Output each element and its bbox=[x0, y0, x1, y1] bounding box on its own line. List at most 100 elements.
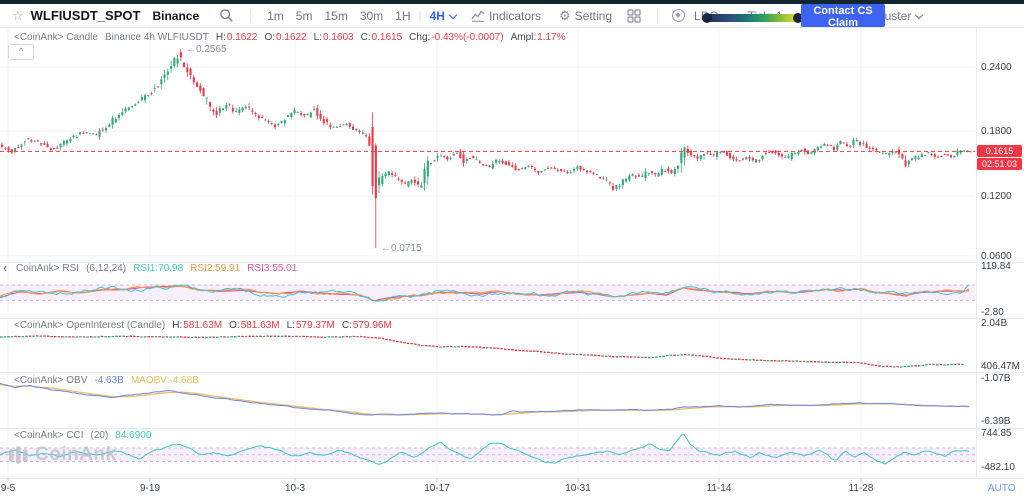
price-annotation: ←0.0715 bbox=[381, 243, 422, 254]
legend-segment: CoinAnk> RSI bbox=[16, 263, 80, 274]
legend-segment: O: bbox=[264, 32, 276, 43]
cci-band bbox=[0, 447, 975, 462]
time-tick-label: 11-14 bbox=[706, 483, 732, 494]
legend-segment: L: bbox=[313, 32, 322, 43]
indicators-label: Indicators bbox=[488, 8, 541, 23]
time-tick-label: 10-17 bbox=[424, 483, 450, 494]
rsi-collapse-chevron[interactable]: ‹ bbox=[3, 260, 8, 275]
timeframe-divider: | bbox=[418, 8, 422, 23]
watermark-text: CoinAnk bbox=[35, 444, 117, 465]
coinank-watermark: CoinAnk bbox=[8, 444, 117, 466]
heatmap-gradient-slider[interactable] bbox=[702, 13, 803, 23]
cci-legend: <CoinAnk> CCI (20) 84.6900 bbox=[14, 430, 158, 441]
axis-tick-label: 0.1800 bbox=[981, 126, 1012, 137]
coinank-logo-icon bbox=[9, 446, 28, 464]
legend-segment: H: bbox=[215, 32, 226, 43]
axis-tick-label: 0.2400 bbox=[981, 62, 1012, 73]
axis-tick-label: 119.84 bbox=[981, 261, 1011, 272]
grid-lines bbox=[0, 28, 1024, 482]
axis-tick-label: -6.39B bbox=[981, 416, 1011, 427]
legend-segment: Binance 4h WLFIUSDT bbox=[104, 32, 209, 43]
timeframe-4H-active[interactable]: 4H bbox=[430, 9, 458, 23]
legend-segment: 0.1615 bbox=[371, 32, 403, 43]
legend-segment: -4.63B bbox=[94, 375, 124, 386]
legend-segment: O: bbox=[229, 320, 240, 331]
legend-segment: <CoinAnk> CCI bbox=[14, 430, 84, 441]
axis-tick-label: -482.10 bbox=[981, 462, 1015, 473]
legend-segment: 0.1622 bbox=[276, 32, 307, 43]
ldo-coin-icon bbox=[672, 9, 686, 22]
legend-segment: (20) bbox=[90, 430, 109, 441]
timeframe-30m[interactable]: 30m bbox=[359, 8, 384, 23]
rsi-legend: CoinAnk> RSI (6,12,24) RSI1:70.98 RSI2:59.9… bbox=[16, 263, 304, 274]
contact-cs-button[interactable]: Contact CS Claim bbox=[801, 4, 885, 29]
gear-icon: ⚙ bbox=[559, 7, 571, 23]
openinterest-series bbox=[0, 335, 964, 368]
legend-segment: Chg: bbox=[409, 32, 431, 43]
timeframe-1H[interactable]: 1H bbox=[395, 8, 411, 23]
candle-countdown-badge: 02:51:03 bbox=[977, 158, 1022, 170]
time-tick-label: 9-5 bbox=[0, 483, 16, 494]
axis-tick-label: -2.80 bbox=[981, 307, 1004, 318]
collapse-pane-button[interactable]: ^ bbox=[8, 44, 34, 60]
axis-tick-label: -1.07B bbox=[981, 373, 1011, 384]
legend-segment: <CoinAnk> OpenInterest (Candle) bbox=[14, 320, 166, 331]
axis-tick-label: 744.85 bbox=[981, 428, 1012, 439]
legend-segment: 0.1603 bbox=[322, 32, 354, 43]
legend-segment: 579.96M bbox=[352, 320, 392, 331]
timeframe-15m[interactable]: 15m bbox=[324, 8, 348, 23]
openinterest-legend: <CoinAnk> OpenInterest (Candle) H:581.63M… bbox=[14, 320, 399, 331]
legend-segment: H: bbox=[172, 320, 183, 331]
exchange-name[interactable]: Binance bbox=[152, 8, 200, 23]
auto-scale-label[interactable]: AUTO bbox=[988, 483, 1016, 494]
legend-segment: Ampl: bbox=[510, 32, 537, 43]
axis-tick-label: 0.1200 bbox=[981, 191, 1012, 202]
setting-button[interactable]: ⚙ Setting bbox=[559, 8, 612, 24]
toolbar-divider bbox=[250, 8, 252, 23]
legend-segment: C: bbox=[360, 32, 371, 43]
toolbar: ☆ WLFIUSDT_SPOT Binance 1m 5m 15m 30m 1H | 4H … bbox=[0, 4, 1024, 29]
cci-line bbox=[0, 433, 970, 465]
legend-segment: 581.63M bbox=[240, 320, 280, 331]
legend-segment: 84.6900 bbox=[115, 430, 152, 441]
search-icon[interactable] bbox=[219, 8, 234, 23]
last-price-badge: 0.1615 bbox=[977, 145, 1022, 157]
axis-tick-label: 406.47M bbox=[981, 361, 1020, 372]
rsi-lines bbox=[0, 284, 970, 302]
price-candles bbox=[1, 49, 972, 249]
legend-segment: RSI3:55.01 bbox=[247, 263, 298, 274]
indicators-button[interactable]: Indicators bbox=[471, 9, 541, 23]
obv-lines bbox=[0, 382, 970, 416]
time-tick-label: 11-28 bbox=[848, 483, 874, 494]
symbol-name[interactable]: WLFIUSDT_SPOT bbox=[30, 8, 141, 23]
toolbar-divider bbox=[657, 8, 659, 23]
gradient-slider-handle-right[interactable] bbox=[793, 13, 803, 23]
timeframe-5m[interactable]: 5m bbox=[295, 8, 313, 23]
legend-segment: 1.17% bbox=[537, 32, 566, 43]
timeframe-1m[interactable]: 1m bbox=[267, 8, 284, 23]
indicators-icon bbox=[471, 10, 485, 22]
top-strip bbox=[0, 0, 1024, 4]
legend-segment: 0.1622 bbox=[226, 32, 258, 43]
time-tick-label: 10-31 bbox=[565, 483, 591, 494]
legend-segment: L: bbox=[286, 320, 295, 331]
price-legend: <CoinAnk> Candle Binance 4h WLFIUSDT H:0.1… bbox=[14, 32, 572, 43]
timeframe-group: 1m 5m 15m 30m 1H | 4H bbox=[261, 9, 462, 23]
layout-grid-icon[interactable] bbox=[627, 8, 641, 23]
legend-segment: RSI1:70.98 bbox=[133, 263, 184, 274]
legend-segment: 581.63M bbox=[183, 320, 223, 331]
legend-segment: MAOBV:-4.68B bbox=[130, 375, 199, 386]
setting-label: Setting bbox=[574, 8, 613, 23]
legend-segment: <CoinAnk> OBV bbox=[14, 375, 88, 386]
legend-segment: RSI2:59.91 bbox=[190, 263, 241, 274]
time-tick-label: 10-3 bbox=[284, 483, 306, 494]
obv-legend: <CoinAnk> OBV -4.63B MAOBV:-4.68B bbox=[14, 375, 206, 386]
time-tick-label: 9-19 bbox=[139, 483, 161, 494]
axis-tick-label: 2.04B bbox=[981, 318, 1008, 329]
legend-segment: 579.37M bbox=[295, 320, 335, 331]
legend-segment: C: bbox=[341, 320, 352, 331]
favorite-star-icon[interactable]: ☆ bbox=[12, 7, 24, 23]
gradient-slider-handle-left[interactable] bbox=[702, 13, 712, 23]
